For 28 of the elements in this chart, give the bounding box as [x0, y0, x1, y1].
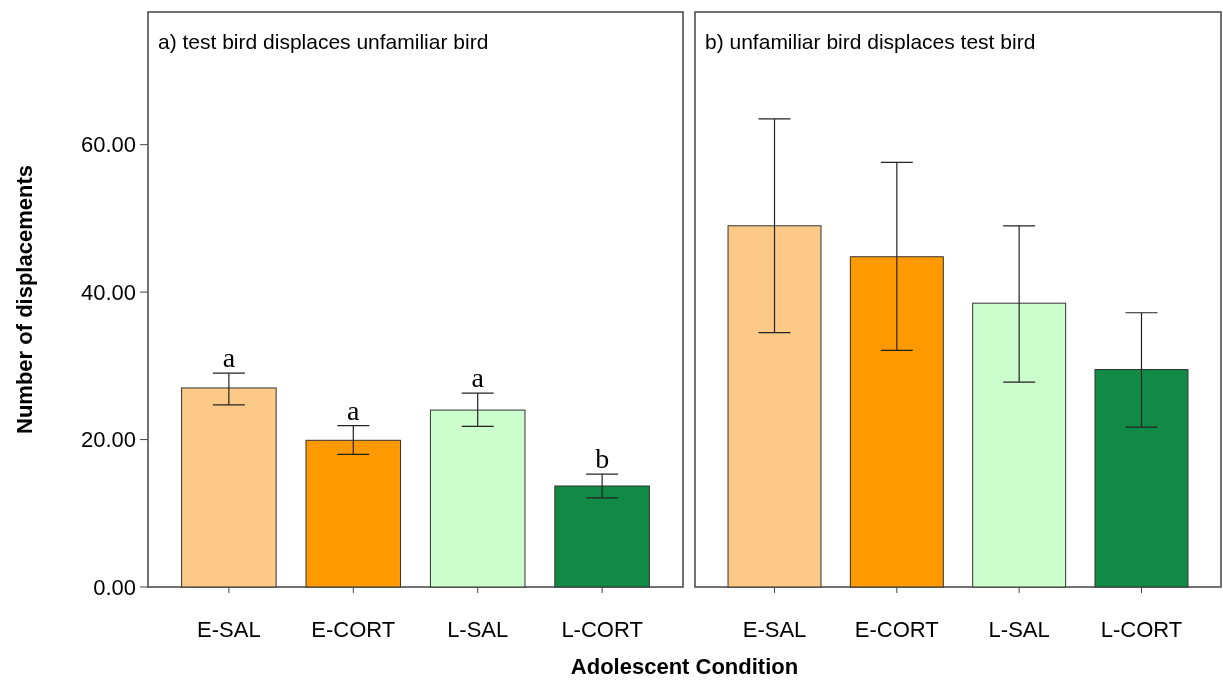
text: b) unfamiliar bird displaces test bird [705, 30, 1036, 53]
annotation: a [471, 362, 485, 394]
x-tick-label: L-CORT [1100, 617, 1183, 642]
bar [305, 439, 402, 588]
y-tick-label: 40.00 [80, 279, 136, 305]
bar [972, 302, 1067, 588]
x-tick-label: E-CORT [311, 617, 396, 642]
x-tick-label: L-CORT [561, 617, 643, 642]
bar [849, 256, 944, 588]
x-tick-label: E-CORT [854, 617, 939, 642]
bar [429, 409, 526, 588]
x-tick-label: E-SAL [197, 617, 261, 642]
annotation: a [222, 342, 236, 374]
x-tick-label: E-SAL [742, 617, 807, 642]
annotation: a [347, 394, 361, 426]
y-axis-title: Number of displacements [12, 165, 37, 434]
annotation: b [595, 443, 610, 475]
bar [727, 225, 822, 588]
y-tick-label: 60.00 [80, 132, 136, 158]
y-tick-label: 0.00 [93, 574, 136, 600]
bar [181, 387, 277, 588]
x-tick-label: L-SAL [447, 617, 509, 642]
y-tick-label: 20.00 [80, 427, 136, 453]
bar [554, 485, 650, 588]
x-axis-title: Adolescent Condition [570, 654, 799, 679]
x-tick-label: L-SAL [988, 617, 1050, 642]
text: a) test bird displaces unfamiliar bird [158, 30, 489, 53]
bar [1094, 369, 1189, 588]
